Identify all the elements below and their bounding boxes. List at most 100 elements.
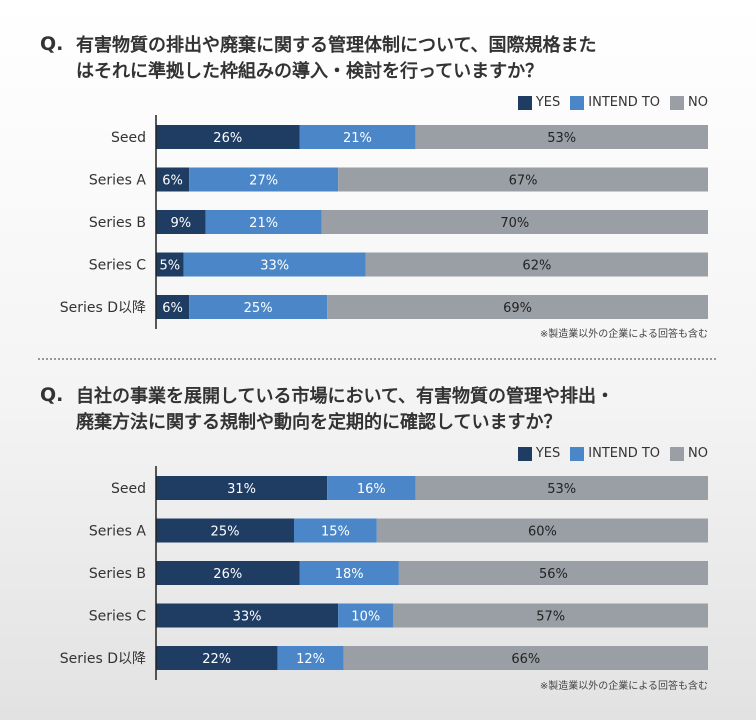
data-label-intend: 21%: [343, 131, 372, 146]
category-label: Series C: [89, 609, 147, 625]
bar-segment-yes: [156, 125, 300, 149]
data-label-intend: 33%: [260, 259, 289, 274]
legend-item-intend: INTEND TO: [570, 446, 660, 461]
data-label-intend: 15%: [321, 525, 350, 540]
data-label-no: 53%: [547, 131, 576, 146]
legend-swatch-no: [670, 95, 685, 110]
bar-segment-no: [393, 603, 708, 628]
legend-swatch-intend: [570, 95, 585, 110]
legend-label-intend: INTEND TO: [588, 95, 661, 110]
data-label-no: 69%: [503, 301, 532, 316]
data-label-intend: 18%: [335, 567, 364, 582]
bar-segment-intend: [327, 476, 416, 500]
bar-segment-no: [321, 210, 708, 234]
bar-segment-yes: [156, 518, 294, 543]
bar-segment-yes: [156, 167, 190, 192]
question-2: Q. 自社の事業を展開している市場において、有害物質の管理や排出・ 廃棄方法に関…: [40, 384, 730, 436]
bar-segment-yes: [156, 476, 328, 500]
legend-1: YES INTEND TO NO: [508, 95, 708, 110]
category-label: Series C: [89, 258, 147, 274]
legend-swatch-no: [670, 446, 685, 461]
bar-segment-no: [338, 167, 708, 192]
bar-segment-yes: [156, 252, 184, 277]
legend-label-intend: INTEND TO: [588, 446, 661, 461]
question-2-text: 自社の事業を展開している市場において、有害物質の管理や排出・ 廃棄方法に関する規…: [76, 384, 614, 436]
bar-segment-yes: [156, 210, 206, 234]
data-label-yes: 25%: [211, 525, 240, 540]
category-label: Series B: [89, 566, 146, 582]
data-label-intend: 12%: [296, 652, 325, 667]
category-label: Series B: [89, 215, 146, 231]
data-label-yes: 26%: [213, 131, 242, 146]
question-1-line-1: 有害物質の排出や廃棄に関する管理体制について、国際規格また: [76, 35, 597, 56]
category-label: Series D以降: [60, 300, 146, 316]
data-label-intend: 10%: [351, 610, 380, 625]
data-label-yes: 6%: [162, 174, 183, 189]
category-label: Series A: [89, 173, 147, 189]
bar-segment-no: [398, 561, 708, 585]
bar-segment-no: [365, 252, 708, 277]
data-label-yes: 31%: [227, 482, 256, 497]
legend-item-yes: YES: [517, 95, 561, 110]
bar-segment-intend: [205, 210, 322, 234]
legend-label-yes: YES: [535, 95, 561, 110]
data-label-yes: 9%: [171, 216, 192, 231]
data-label-no: 62%: [522, 259, 551, 274]
bar-segment-no: [376, 518, 708, 543]
bar-segment-intend: [338, 603, 394, 628]
data-label-no: 66%: [511, 652, 540, 667]
stacked-bar-chart-1: Seed 26% 21% 53% Series A 6% 27% 67% Series B 9% 2…: [60, 115, 708, 329]
question-1-text: 有害物質の排出や廃棄に関する管理体制について、国際規格また はそれに準拠した枠組…: [76, 33, 597, 85]
data-label-no: 70%: [500, 216, 529, 231]
legend-swatch-yes: [517, 446, 532, 461]
data-label-no: 67%: [509, 174, 538, 189]
question-2-line-1: 自社の事業を展開している市場において、有害物質の管理や排出・: [76, 386, 615, 407]
legend-label-yes: YES: [535, 446, 561, 461]
legend-item-yes: YES: [517, 446, 561, 461]
data-label-no: 56%: [539, 567, 568, 582]
bar-segment-intend: [189, 167, 339, 192]
data-label-intend: 21%: [249, 216, 278, 231]
data-label-no: 53%: [547, 482, 576, 497]
question-1: Q. 有害物質の排出や廃棄に関する管理体制について、国際規格また はそれに準拠し…: [40, 33, 730, 85]
section-divider: [38, 358, 716, 360]
data-label-yes: 6%: [162, 301, 183, 316]
question-1-line-2: はそれに準拠した枠組みの導入・検討を行っていますか？: [76, 61, 544, 82]
legend-swatch-intend: [570, 446, 585, 461]
footnote-2: ※製造業以外の企業による回答も含む: [539, 681, 708, 692]
bar-segment-yes: [156, 646, 278, 670]
legend-swatch-yes: [517, 95, 532, 110]
legend-item-no: NO: [670, 95, 708, 110]
bar-segment-no: [415, 476, 708, 500]
bar-segment-intend: [299, 125, 416, 149]
data-label-no: 57%: [536, 610, 565, 625]
category-label: Series D以降: [60, 651, 146, 667]
data-label-intend: 16%: [357, 482, 386, 497]
data-label-yes: 33%: [233, 610, 262, 625]
bar-segment-no: [327, 295, 708, 319]
bar-segment-intend: [294, 518, 377, 543]
data-label-intend: 27%: [249, 174, 278, 189]
bar-segment-yes: [156, 561, 300, 585]
question-mark: Q.: [40, 384, 64, 406]
data-label-yes: 26%: [213, 567, 242, 582]
data-label-no: 60%: [528, 525, 557, 540]
stacked-bar-chart-2: Seed 31% 16% 53% Series A 25% 15% 60% Series B 26…: [60, 466, 708, 680]
data-label-yes: 22%: [202, 652, 231, 667]
bar-segment-intend: [189, 295, 328, 319]
legend-label-no: NO: [688, 446, 708, 461]
bar-segment-yes: [156, 603, 339, 628]
category-label: Series A: [89, 524, 147, 540]
legend-item-intend: INTEND TO: [570, 95, 660, 110]
question-mark: Q.: [40, 33, 64, 55]
bar-segment-no: [343, 646, 708, 670]
data-label-yes: 5%: [159, 259, 180, 274]
category-label: Seed: [111, 481, 146, 497]
bar-segment-yes: [156, 295, 190, 319]
legend-item-no: NO: [670, 446, 708, 461]
legend-2: YES INTEND TO NO: [508, 446, 708, 461]
category-label: Seed: [111, 130, 146, 146]
data-label-intend: 25%: [244, 301, 273, 316]
bar-segment-no: [415, 125, 708, 149]
bar-segment-intend: [299, 561, 399, 585]
